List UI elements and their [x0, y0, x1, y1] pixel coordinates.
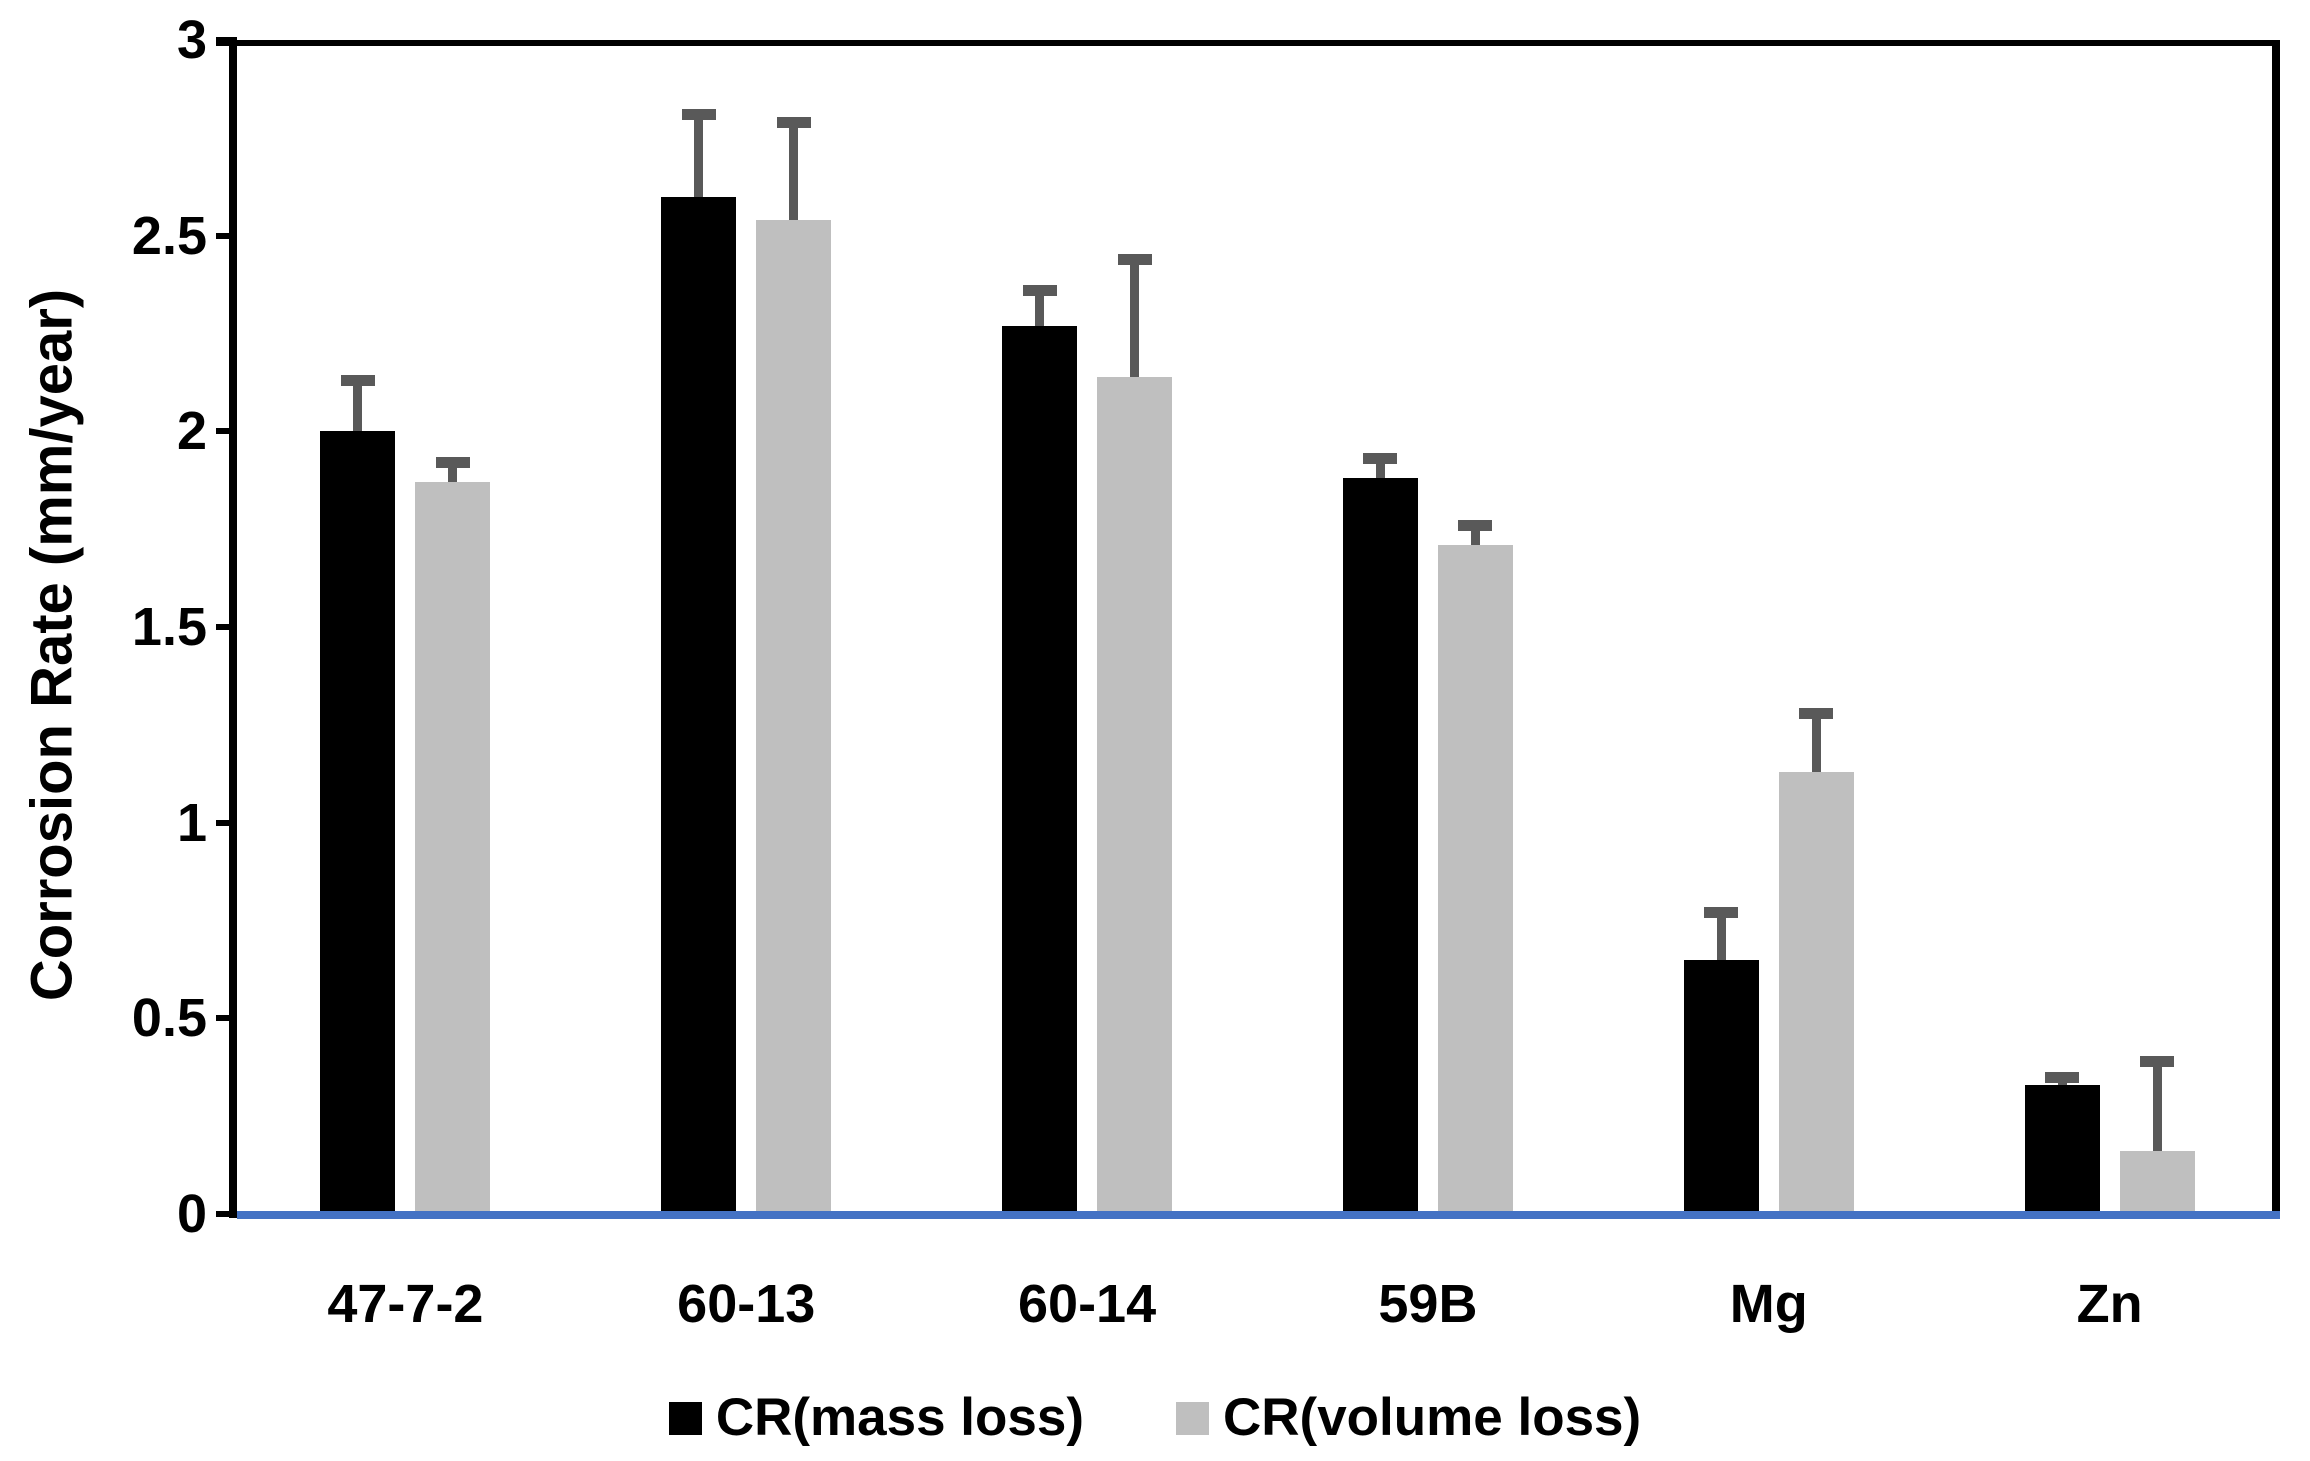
x-category-label-Zn: Zn	[2076, 1274, 2143, 1334]
error-bar-whisker	[1375, 458, 1385, 479]
bar-volume-loss-60-13	[756, 220, 832, 1211]
legend-item-volume-loss: CR(volume loss)	[1176, 1388, 1641, 1448]
y-axis-tick-label: 2.5	[131, 205, 207, 266]
error-bar-whisker	[789, 122, 799, 221]
legend-swatch-volume-loss	[1176, 1401, 1209, 1435]
x-category-label-60-14: 60-14	[1018, 1274, 1157, 1334]
error-bar-cap	[776, 116, 811, 128]
error-bar-cap	[1799, 707, 1834, 719]
x-axis-baseline	[237, 1211, 2280, 1219]
bar-mass-loss-60-14	[1002, 325, 1078, 1211]
plot-right-border	[2272, 40, 2280, 1218]
legend: CR(mass loss) CR(volume loss)	[0, 1388, 2310, 1448]
error-bar-whisker	[1811, 713, 1821, 772]
error-bar-whisker	[1470, 525, 1480, 545]
y-axis-tick-label: 1	[176, 792, 207, 853]
y-axis-tick	[216, 819, 235, 826]
x-category-label-Mg: Mg	[1729, 1274, 1808, 1334]
error-bar-whisker	[353, 380, 363, 432]
bar-mass-loss-47-7-2	[320, 431, 396, 1211]
error-bar-whisker	[2152, 1061, 2162, 1152]
bar-volume-loss-60-14	[1097, 376, 1173, 1211]
x-category-label-47-7-2: 47-7-2	[327, 1274, 484, 1334]
legend-label-mass-loss: CR(mass loss)	[715, 1388, 1084, 1447]
y-axis-tick	[216, 1211, 235, 1217]
bar-volume-loss-47-7-2	[415, 482, 491, 1211]
error-bar-whisker	[1716, 912, 1726, 960]
bar-mass-loss-Zn	[2024, 1084, 2100, 1211]
y-axis-tick	[216, 428, 235, 435]
bar-mass-loss-59B	[1342, 478, 1418, 1211]
y-axis-tick	[216, 37, 235, 44]
y-axis-tick-label: 3	[176, 10, 207, 71]
bar-volume-loss-59B	[1437, 544, 1513, 1211]
bar-mass-loss-60-13	[661, 196, 737, 1211]
error-bar-cap	[2140, 1055, 2175, 1067]
y-axis-tick	[216, 232, 235, 239]
error-bar-whisker	[448, 462, 458, 483]
error-bar-cap	[435, 457, 470, 469]
y-axis-tick-label: 1.5	[131, 597, 207, 658]
x-category-label-60-13: 60-13	[677, 1274, 816, 1334]
x-category-label-59B: 59B	[1378, 1274, 1478, 1334]
y-axis-tick-label: 2	[176, 401, 207, 462]
y-axis-tick-label: 0.5	[131, 988, 207, 1049]
error-bar-whisker	[1130, 259, 1140, 377]
error-bar-cap	[2045, 1071, 2080, 1083]
bar-mass-loss-Mg	[1683, 959, 1759, 1211]
error-bar-cap	[1363, 453, 1398, 465]
legend-swatch-mass-loss	[668, 1401, 702, 1435]
bar-volume-loss-Zn	[2119, 1151, 2195, 1211]
error-bar-cap	[1117, 253, 1152, 265]
plot-top-border	[216, 40, 2280, 46]
error-bar-cap	[1704, 907, 1739, 919]
y-axis-tick	[216, 624, 235, 631]
bar-volume-loss-Mg	[1778, 771, 1854, 1211]
error-bar-whisker	[1035, 290, 1045, 326]
error-bar-cap	[1022, 285, 1057, 297]
error-bar-cap	[340, 375, 375, 387]
error-bar-whisker	[694, 114, 704, 197]
legend-label-volume-loss: CR(volume loss)	[1223, 1388, 1642, 1447]
y-axis-tick	[216, 1015, 235, 1022]
y-axis-tick-label: 0	[176, 1184, 207, 1244]
error-bar-cap	[1458, 519, 1493, 531]
error-bar-cap	[681, 108, 716, 120]
legend-item-mass-loss: CR(mass loss)	[668, 1388, 1084, 1448]
